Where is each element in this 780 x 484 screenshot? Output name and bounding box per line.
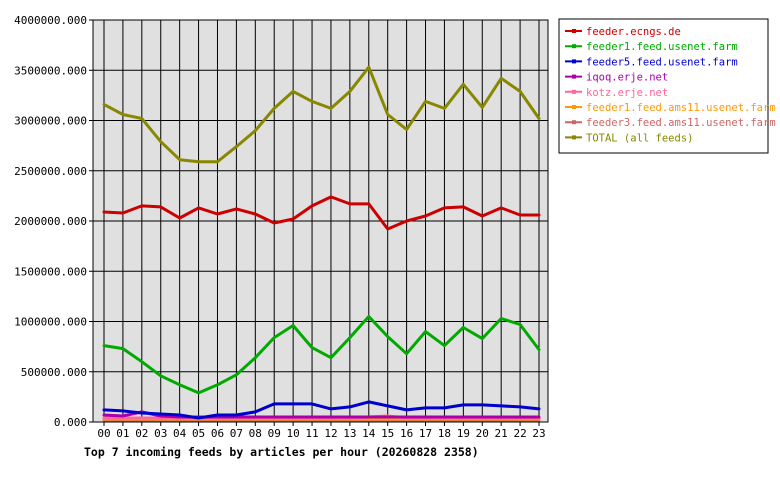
x-tick-label: 13: [343, 427, 356, 440]
legend-marker: [572, 74, 576, 79]
series-line: [102, 315, 541, 395]
x-tick-label: 04: [173, 427, 187, 440]
x-tick-label: 17: [419, 427, 432, 440]
x-tick-label: 16: [400, 427, 413, 440]
chart-title: Top 7 incoming feeds by articles per hou…: [84, 445, 479, 459]
y-tick-label: 2000000.000: [14, 215, 87, 228]
y-tick-label: 3500000.000: [14, 64, 87, 77]
legend-box: [558, 18, 769, 154]
x-tick-label: 15: [381, 427, 394, 440]
x-tick-label: 08: [249, 427, 262, 440]
y-tick-label: 1000000.000: [14, 316, 87, 329]
legend-marker: [572, 44, 576, 49]
legend-marker: [572, 120, 576, 125]
legend-label: iqoq.erje.net: [586, 72, 668, 84]
y-tick-label: 500000.000: [21, 366, 87, 379]
legend-marker: [572, 135, 576, 140]
x-tick-label: 00: [97, 427, 110, 440]
series-line: [102, 195, 541, 231]
x-tick-label: 14: [362, 427, 376, 440]
x-tick-label: 20: [476, 427, 489, 440]
x-tick-label: 05: [192, 427, 205, 440]
legend-label: feeder5.feed.usenet.farm: [586, 56, 738, 68]
x-tick-label: 19: [457, 427, 470, 440]
x-tick-label: 02: [135, 427, 148, 440]
x-tick-label: 07: [230, 427, 243, 440]
x-tick-label: 21: [495, 427, 508, 440]
legend-label: kotz.erje.net: [586, 87, 668, 99]
legend-marker: [572, 59, 576, 64]
x-tick-label: 01: [116, 427, 129, 440]
series-line: [102, 410, 541, 419]
x-tick-label: 18: [438, 427, 451, 440]
x-tick-label: 09: [268, 427, 281, 440]
series-line: [102, 400, 541, 420]
x-tick-label: 11: [305, 427, 318, 440]
legend-marker: [572, 29, 576, 33]
legend-marker: [572, 105, 576, 109]
legend-label: feeder.ecngs.de: [586, 26, 681, 38]
x-tick-label: 22: [513, 427, 526, 440]
legend-label: feeder3.feed.ams11.usenet.farm: [586, 117, 776, 129]
series-line: [102, 65, 541, 164]
legend-label: TOTAL (all feeds): [586, 132, 693, 144]
legend-marker: [572, 89, 576, 94]
legend-label: feeder1.feed.usenet.farm: [586, 41, 738, 53]
x-tick-label: 12: [324, 427, 337, 440]
x-tick-label: 03: [154, 427, 167, 440]
y-tick-label: 0.000: [54, 416, 87, 429]
x-tick-label: 06: [211, 427, 224, 440]
x-tick-label: 10: [287, 427, 300, 440]
y-tick-label: 1500000.000: [14, 265, 87, 278]
y-tick-label: 4000000.000: [14, 14, 87, 27]
y-tick-label: 2500000.000: [14, 165, 87, 178]
y-tick-label: 3000000.000: [14, 115, 87, 128]
x-tick-label: 23: [532, 427, 545, 440]
legend-label: feeder1.feed.ams11.usenet.farm: [586, 102, 776, 114]
